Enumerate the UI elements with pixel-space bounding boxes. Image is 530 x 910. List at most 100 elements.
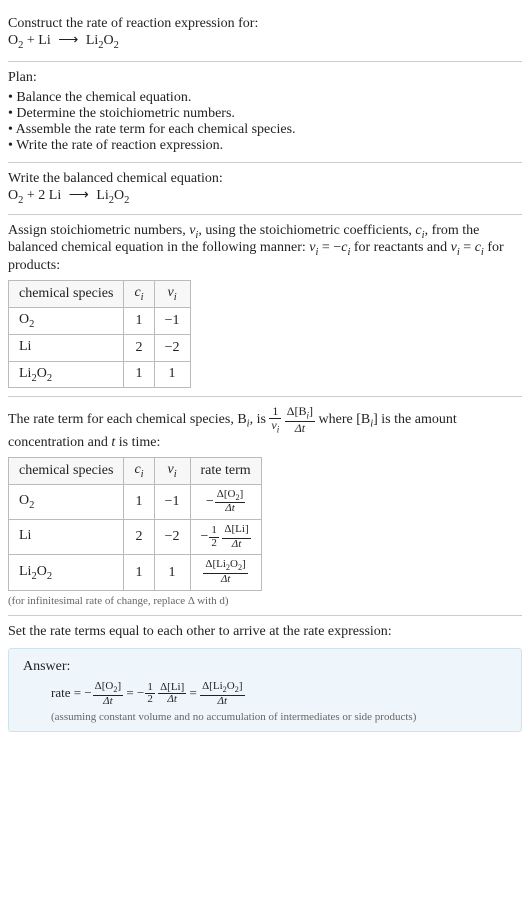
cell-species: Li2O2 [9,555,124,590]
plan-item: Determine the stoichiometric numbers. [8,106,522,122]
table-row: O2 1 −1 −Δ[O2]Δt [9,484,262,519]
neg: − [201,529,210,544]
cell-c: 2 [124,334,154,361]
cell-nu: 1 [154,361,190,388]
species-o2: O2 [8,188,23,203]
text: where [B [319,412,371,427]
n-a: Δ[O [217,488,236,500]
den: Δt [158,694,186,706]
plan-item: Assemble the rate term for each chemical… [8,122,522,138]
li2o2-s2: 2 [124,195,129,206]
eq-neg: = − [318,240,341,255]
n-a: Δ[Li [205,558,226,570]
li2o2-s2: 2 [114,40,119,51]
eq: = [460,240,475,255]
answer-equation: rate = −Δ[O2]Δt = −12 Δ[Li]Δt = Δ[Li2O2]… [23,681,507,707]
sp-a: O [19,493,29,508]
table-row: Li2O2 1 1 Δ[Li2O2]Δt [9,555,262,590]
sp-b: O [37,564,47,579]
cell-species: Li [9,519,124,554]
rateterm-table: chemical species ci νi rate term O2 1 −1… [8,457,262,591]
plan-item: Balance the chemical equation. [8,90,522,106]
rate-frac: Δ[Li]Δt [222,524,250,550]
eq: = [126,685,137,700]
species-li: Li [49,188,61,203]
species-li: Li [38,33,50,48]
neg: − [137,685,145,700]
text: The rate term for each chemical species,… [8,412,247,427]
text: for reactants and [350,240,450,255]
text: is time: [115,435,160,450]
rate-frac: Δ[Li2O2]Δt [203,559,247,585]
arrow-icon: ⟶ [65,188,93,203]
n-b: ] [117,680,121,692]
i-sub: i [141,292,144,303]
sp-s1: 2 [29,319,34,330]
table-row: Li 2 −2 −12 Δ[Li]Δt [9,519,262,554]
o2-sym: O [8,33,18,48]
plan-item: Write the rate of reaction expression. [8,138,522,154]
col-c: ci [124,281,154,308]
prompt-section: Construct the rate of reaction expressio… [8,8,522,62]
n-c: ] [240,488,244,500]
frac-dli-dt: Δ[Li]Δt [158,682,186,706]
rate-frac: Δ[O2]Δt [215,489,245,515]
col-species: chemical species [9,457,124,484]
sp-b: O [37,366,47,381]
n-a: Δ[O [95,680,114,692]
species-li2o2: Li2O2 [86,33,119,48]
i-sub: i [174,292,177,303]
frac-do2-dt: Δ[O2]Δt [93,681,123,707]
sp-s2: 2 [47,570,52,581]
cell-nu: −1 [154,484,190,519]
frac-1-over-nu: 1 νi [269,405,281,434]
i-sub: i [141,469,144,480]
cell-nu: −1 [154,307,190,334]
den: Δt [203,574,247,586]
stoich-intro: Assign stoichiometric numbers, νi, using… [8,223,522,275]
n-a: Δ[Li [224,523,245,535]
den: Δt [285,422,315,435]
cell-nu: 1 [154,555,190,590]
li2o2-a: Li [86,33,98,48]
num: Δ[Bi] [285,405,315,422]
c-i: ci [475,240,484,255]
cell-nu: −2 [154,519,190,554]
sp-a: Li [19,339,31,354]
frac-dli2o2-dt: Δ[Li2O2]Δt [200,681,244,707]
li2o2-a: Li [96,188,108,203]
species-li2o2: Li2O2 [96,188,129,203]
col-rate: rate term [190,457,261,484]
dbi-a: Δ[B [287,404,307,418]
answer-note: (assuming constant volume and no accumul… [23,711,507,723]
text: Assign stoichiometric numbers, [8,223,189,238]
coef-frac: 12 [209,525,219,549]
nu-eq-c: νi [451,240,460,255]
col-c: ci [124,457,154,484]
c-i: ci [415,223,424,238]
den: Δt [200,696,244,708]
num: Δ[O2] [93,681,123,696]
answer-label: Answer: [23,659,507,675]
cell-nu: −2 [154,334,190,361]
n-c: ] [242,558,246,570]
rateterm-footnote: (for infinitesimal rate of change, repla… [8,595,522,607]
cell-c: 1 [124,361,154,388]
den: Δt [222,539,250,551]
balanced-equation: O2 + 2 Li ⟶ Li2O2 [8,187,522,206]
num: Δ[Li2O2] [203,559,247,574]
sp-a: Li [19,528,31,543]
cell-species: O2 [9,484,124,519]
species-o2: O2 [8,33,23,48]
dbi-b: ] [309,404,313,418]
arrow-icon: ⟶ [54,33,82,48]
table-row: Li 2 −2 [9,334,191,361]
cell-c: 1 [124,555,154,590]
plan-list: Balance the chemical equation. Determine… [8,90,522,154]
li2o2-b: O [114,188,124,203]
num: Δ[O2] [215,489,245,504]
prompt-equation: O2 + Li ⟶ Li2O2 [8,32,522,51]
cell-rate: −Δ[O2]Δt [190,484,261,519]
plan-label: Plan: [8,70,522,86]
cell-rate: Δ[Li2O2]Δt [190,555,261,590]
